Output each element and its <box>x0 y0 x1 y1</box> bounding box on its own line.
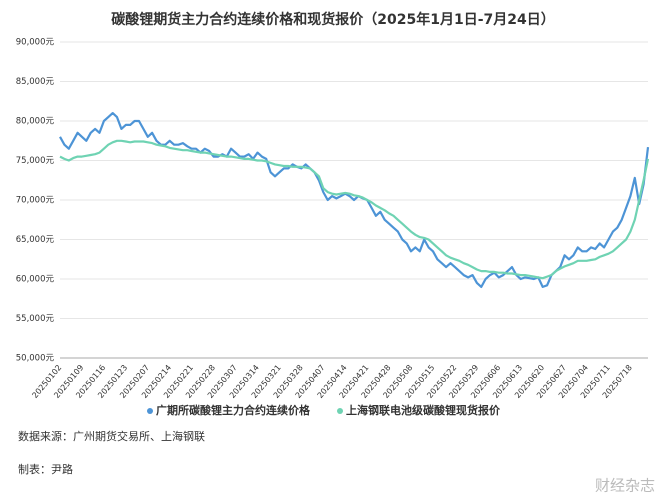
y-tick-label: 75,000元 <box>16 156 55 166</box>
y-tick-label: 60,000元 <box>16 275 55 285</box>
line-series <box>59 139 650 280</box>
author: 制表：尹路 <box>18 462 73 476</box>
y-tick-label: 90,000元 <box>16 38 55 48</box>
y-tick-label: 55,000元 <box>16 314 55 324</box>
y-tick-label: 65,000元 <box>16 235 55 245</box>
y-tick-label: 50,000元 <box>16 354 55 364</box>
watermark: 财经杂志 <box>595 477 655 495</box>
chart-title: 碳酸锂期货主力合约连续价格和现货报价（2025年1月1日-7月24日） <box>111 11 554 28</box>
legend-label: 上海钢联电池级碳酸锂现货报价 <box>346 403 501 417</box>
y-tick-label: 80,000元 <box>16 117 55 127</box>
legend-label: 广期所碳酸锂主力合约连续价格 <box>156 403 311 417</box>
source: 数据来源：广州期货交易所、上海钢联 <box>18 429 205 443</box>
legend-marker <box>147 408 153 414</box>
y-tick-label: 85,000元 <box>16 77 55 87</box>
line-series <box>59 112 650 288</box>
legend-marker <box>337 408 343 414</box>
y-tick-label: 70,000元 <box>16 196 55 206</box>
